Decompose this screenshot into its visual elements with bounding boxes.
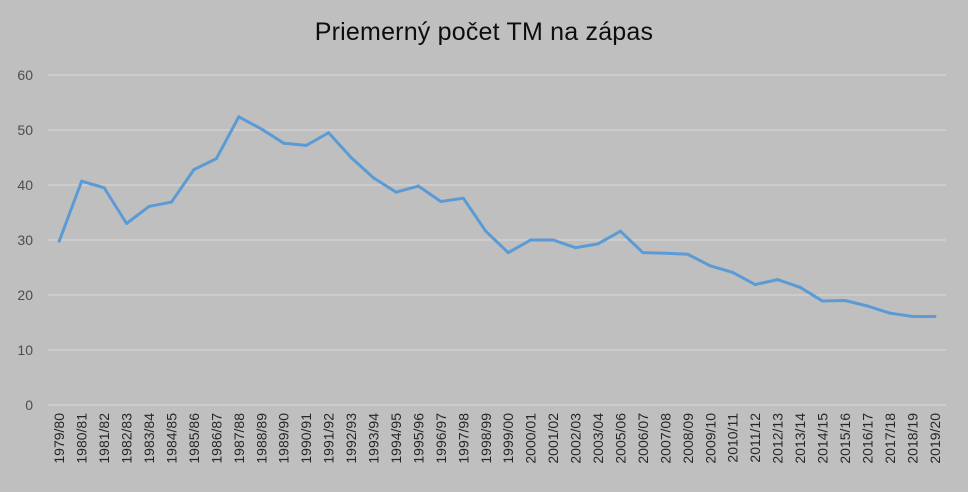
data-point bbox=[259, 127, 263, 131]
data-point bbox=[641, 251, 645, 255]
data-point bbox=[147, 204, 151, 208]
data-point bbox=[551, 238, 555, 242]
data-point bbox=[596, 242, 600, 246]
x-tick-label: 2011/12 bbox=[747, 413, 763, 463]
x-tick-label: 1998/99 bbox=[478, 413, 494, 464]
data-point bbox=[372, 176, 376, 180]
y-tick-label: 10 bbox=[17, 342, 33, 358]
x-tick-label: 2019/20 bbox=[927, 413, 943, 464]
data-point bbox=[910, 314, 914, 318]
x-tick-label: 2017/18 bbox=[882, 413, 898, 464]
data-point bbox=[80, 179, 84, 183]
data-point bbox=[865, 304, 869, 308]
data-point bbox=[394, 190, 398, 194]
data-point bbox=[327, 131, 331, 135]
y-tick-label: 30 bbox=[17, 232, 33, 248]
x-tick-label: 1997/98 bbox=[455, 413, 471, 464]
data-point bbox=[304, 143, 308, 147]
x-tick-label: 2016/17 bbox=[859, 413, 875, 464]
data-point bbox=[506, 251, 510, 255]
y-tick-label: 40 bbox=[17, 177, 33, 193]
x-tick-label: 2014/15 bbox=[815, 413, 831, 464]
data-point bbox=[57, 239, 61, 243]
x-tick-label: 2010/11 bbox=[725, 413, 741, 463]
data-point bbox=[753, 283, 757, 287]
x-tick-label: 1983/84 bbox=[141, 413, 157, 464]
data-point bbox=[933, 314, 937, 318]
grid-lines bbox=[48, 74, 946, 406]
x-tick-label: 1984/85 bbox=[163, 413, 179, 464]
x-tick-label: 2012/13 bbox=[770, 413, 786, 464]
x-tick-label: 1979/80 bbox=[51, 413, 67, 464]
x-tick-label: 2007/08 bbox=[657, 413, 673, 464]
x-tick-label: 2002/03 bbox=[568, 413, 584, 464]
data-point bbox=[798, 285, 802, 289]
x-tick-label: 2000/01 bbox=[523, 413, 539, 464]
data-point bbox=[574, 246, 578, 250]
x-tick-label: 2003/04 bbox=[590, 413, 606, 464]
data-point bbox=[776, 278, 780, 282]
data-point bbox=[484, 229, 488, 233]
x-tick-label: 1981/82 bbox=[96, 413, 112, 464]
x-tick-label: 2005/06 bbox=[612, 413, 628, 464]
x-tick-label: 1987/88 bbox=[231, 413, 247, 464]
x-tick-label: 2015/16 bbox=[837, 413, 853, 464]
x-tick-label: 1993/94 bbox=[366, 413, 382, 464]
x-tick-label: 2006/07 bbox=[635, 413, 651, 464]
x-tick-label: 1989/90 bbox=[276, 413, 292, 464]
x-tick-label: 1986/87 bbox=[208, 413, 224, 464]
x-axis: 1979/80 1980/81 1981/82 1982/83 1983/84 1984/… bbox=[51, 413, 943, 464]
data-point bbox=[439, 200, 443, 203]
data-point bbox=[843, 299, 847, 302]
x-tick-label: 1982/83 bbox=[119, 413, 135, 464]
y-tick-label: 50 bbox=[17, 122, 33, 138]
series-line bbox=[57, 115, 937, 318]
x-tick-label: 1994/95 bbox=[388, 413, 404, 464]
data-point bbox=[102, 186, 106, 190]
data-point bbox=[192, 168, 196, 172]
x-tick-label: 1980/81 bbox=[74, 413, 90, 464]
data-point bbox=[821, 299, 825, 303]
x-tick-label: 1991/92 bbox=[321, 413, 337, 464]
x-tick-label: 1990/91 bbox=[298, 413, 314, 464]
x-tick-label: 1985/86 bbox=[186, 413, 202, 464]
series-layer bbox=[57, 115, 937, 318]
data-point bbox=[731, 270, 735, 274]
x-tick-label: 2008/09 bbox=[680, 413, 696, 464]
x-tick-label: 2013/14 bbox=[792, 413, 808, 464]
x-tick-label: 1996/97 bbox=[433, 413, 449, 464]
data-point bbox=[416, 184, 420, 188]
data-point bbox=[461, 196, 465, 200]
data-point bbox=[125, 222, 129, 225]
data-point bbox=[686, 252, 690, 256]
data-point bbox=[349, 156, 353, 159]
data-point bbox=[169, 200, 173, 204]
data-point bbox=[663, 251, 667, 255]
x-tick-label: 2018/19 bbox=[904, 413, 920, 464]
data-point bbox=[529, 238, 533, 242]
data-point bbox=[214, 157, 218, 161]
chart-title: Priemerný počet TM na zápas bbox=[314, 18, 654, 46]
y-tick-label: 0 bbox=[25, 397, 33, 413]
x-tick-label: 1988/89 bbox=[253, 413, 269, 464]
x-tick-label: 1995/96 bbox=[410, 413, 426, 464]
y-tick-label: 60 bbox=[17, 67, 33, 83]
data-point bbox=[618, 229, 622, 233]
x-tick-label: 1992/93 bbox=[343, 413, 359, 464]
y-axis: 0 10 20 30 40 50 60 bbox=[17, 67, 33, 413]
data-point bbox=[237, 115, 241, 119]
data-point bbox=[282, 141, 286, 145]
x-tick-label: 1999/00 bbox=[500, 413, 516, 464]
data-point bbox=[888, 311, 892, 315]
y-tick-label: 20 bbox=[17, 287, 33, 303]
x-tick-label: 2001/02 bbox=[545, 413, 561, 464]
x-tick-label: 2009/10 bbox=[702, 413, 718, 464]
data-point bbox=[708, 264, 712, 268]
